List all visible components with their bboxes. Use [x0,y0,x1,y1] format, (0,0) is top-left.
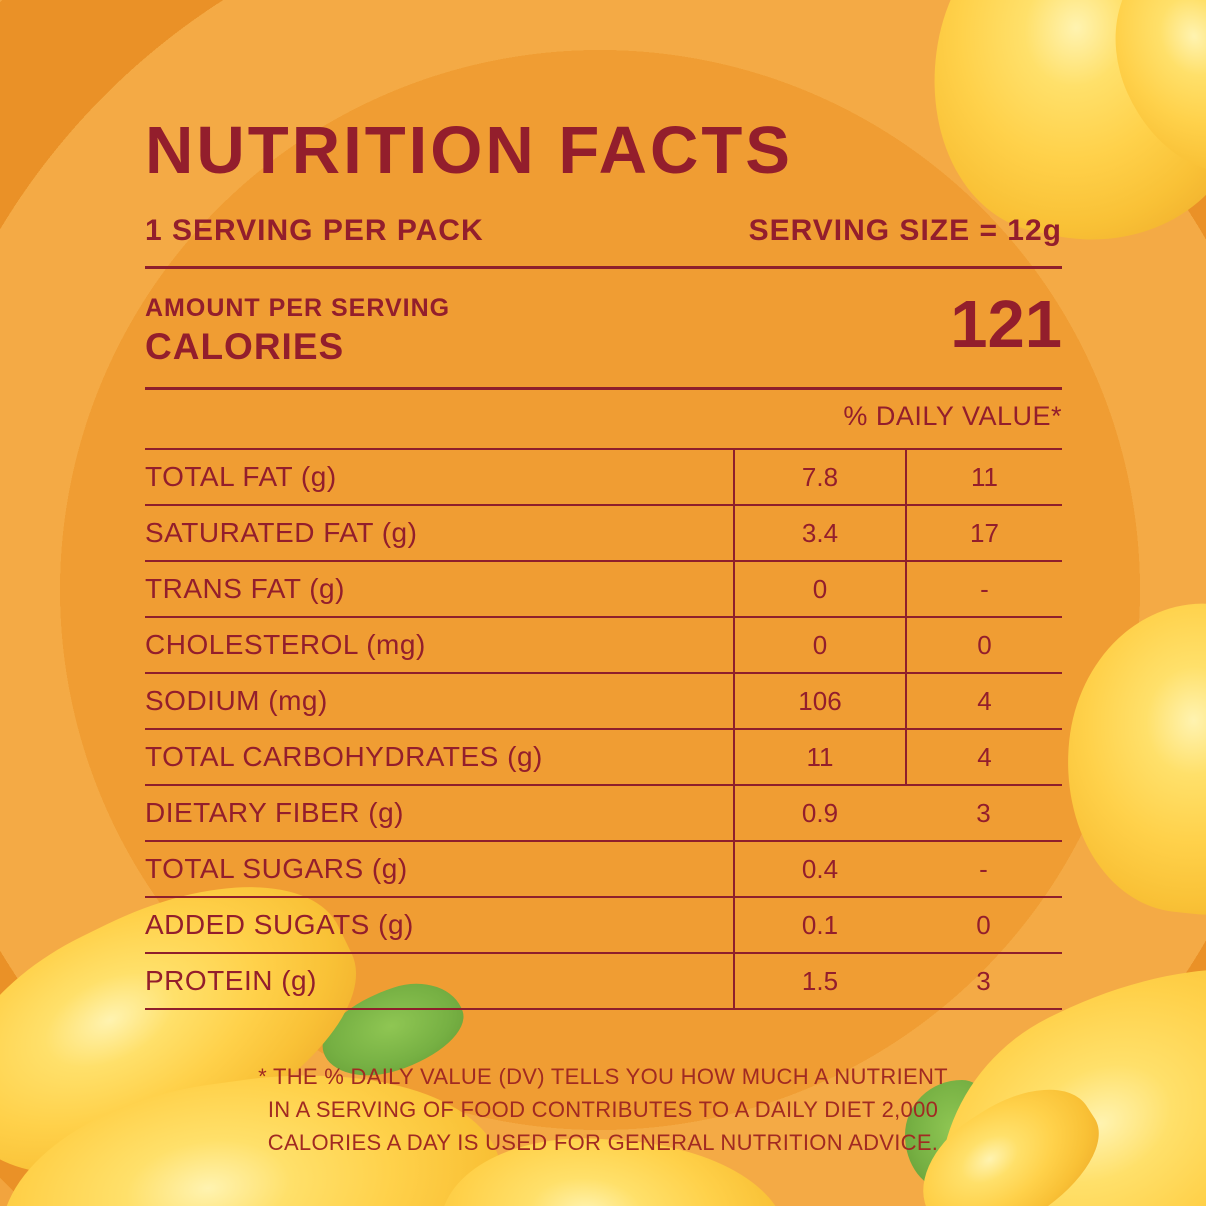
nutrient-dv: - [905,562,1062,616]
serving-info-row: 1 SERVING PER PACK SERVING SIZE = 12g [145,214,1062,248]
servings-per-pack-label: 1 SERVING PER PACK [145,214,484,247]
nutrient-dv: 3 [976,797,991,828]
page-title: NUTRITION FACTS [145,113,793,188]
table-row-dietary-fiber: DIETARY FIBER (g) 0.9 3 [145,786,1062,842]
footnote-line-2: IN A SERVING OF FOOD CONTRIBUTES TO A DA… [267,1097,939,1122]
footnote-line-3: CALORIES A DAY IS USED FOR GENERAL NUTRI… [267,1130,939,1155]
nutrient-label: CHOLESTEROL (mg) [145,629,426,660]
nutrient-amount: 1.5 [733,954,905,1008]
nutrient-dv: 4 [905,730,1062,784]
footnote-line-1: * THE % DAILY VALUE (DV) TELLS YOU HOW M… [258,1064,948,1089]
nutrient-dv: 17 [905,506,1062,560]
table-row-total-sugars: TOTAL SUGARS (g) 0.4 - [145,842,1062,898]
nutrient-amount: 0.9 [733,786,905,840]
table-row-trans-fat: TRANS FAT (g) 0 - [145,562,1062,618]
nutrient-label: SODIUM (mg) [145,685,328,716]
nutrient-label: ADDED SUGATS (g) [145,909,414,940]
nutrient-dv: 0 [905,618,1062,672]
nutrient-label: TRANS FAT (g) [145,573,345,604]
table-row-saturated-fat: SATURATED FAT (g) 3.4 17 [145,506,1062,562]
table-row-sodium: SODIUM (mg) 106 4 [145,674,1062,730]
divider-line [145,266,1062,269]
nutrient-dv: 11 [905,450,1062,504]
nutrient-amount: 0 [733,562,905,616]
nutrient-label: SATURATED FAT (g) [145,517,418,548]
nutrient-label: TOTAL FAT (g) [145,461,337,492]
nutrient-label: TOTAL SUGARS (g) [145,853,408,884]
table-row-total-carbohydrates: TOTAL CARBOHYDRATES (g) 11 4 [145,730,1062,786]
nutrient-amount: 0.1 [733,898,905,952]
nutrient-amount: 3.4 [733,506,905,560]
nutrient-amount: 0.4 [733,842,905,896]
nutrient-dv: 3 [976,965,991,996]
daily-value-header: % DAILY VALUE* [843,401,1062,431]
daily-value-footnote: * THE % DAILY VALUE (DV) TELLS YOU HOW M… [0,1060,1206,1159]
calories-label: CALORIES [145,326,345,367]
nutrient-amount: 0 [733,618,905,672]
divider-line [145,387,1062,390]
nutrient-amount: 11 [733,730,905,784]
nutrient-label: DIETARY FIBER (g) [145,797,404,828]
nutrient-amount: 7.8 [733,450,905,504]
nutrition-table: TOTAL FAT (g) 7.8 11 SATURATED FAT (g) 3… [145,448,1062,1010]
table-row-protein: PROTEIN (g) 1.5 3 [145,954,1062,1010]
serving-size-label: SERVING SIZE = 12g [748,214,1062,247]
potato-chip-icon [1052,590,1206,930]
table-row-cholesterol: CHOLESTEROL (mg) 0 0 [145,618,1062,674]
nutrient-dv: 0 [976,909,991,940]
amount-per-serving-label: AMOUNT PER SERVING [145,294,451,322]
nutrient-amount: 106 [733,674,905,728]
nutrient-label: PROTEIN (g) [145,965,317,996]
nutrient-dv: - [979,853,988,884]
nutrient-dv: 4 [905,674,1062,728]
table-row-added-sugars: ADDED SUGATS (g) 0.1 0 [145,898,1062,954]
nutrient-label: TOTAL CARBOHYDRATES (g) [145,741,543,772]
table-row-total-fat: TOTAL FAT (g) 7.8 11 [145,450,1062,506]
calories-value: 121 [950,287,1062,362]
